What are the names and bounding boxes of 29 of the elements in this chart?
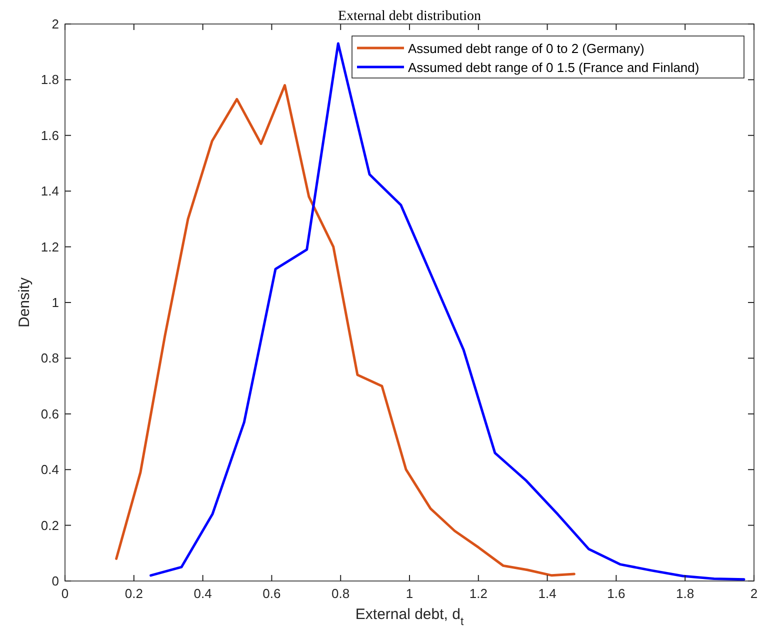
y-axis-title: Density <box>16 277 33 328</box>
x-tick-label: 0 <box>61 586 69 601</box>
y-tick-label: 0 <box>52 574 59 588</box>
y-tick-label: 2 <box>52 16 59 32</box>
x-tick-label: 0.8 <box>332 586 350 601</box>
x-tick-label: 0.6 <box>262 586 281 601</box>
x-tick-label: 1.4 <box>538 586 556 601</box>
x-tick-label: 0.4 <box>194 586 212 601</box>
line-series <box>150 42 746 581</box>
y-tick-label: 0.8 <box>40 350 59 366</box>
chart-title: External debt distribution <box>338 9 482 24</box>
y-tick-label: 0.2 <box>40 518 59 533</box>
x-tick-label: 0.2 <box>124 586 143 601</box>
line-series <box>115 84 576 577</box>
y-tick-label: 1 <box>52 295 59 310</box>
x-tick-label: 1.2 <box>469 586 488 601</box>
y-tick-label: 1.2 <box>40 239 59 254</box>
x-tick-label: 1 <box>406 586 414 601</box>
y-tick-label: 0.4 <box>40 462 59 478</box>
x-tick-label: 1.6 <box>607 586 626 601</box>
x-axis-title: External debt, d$_{t}$ <box>355 606 464 628</box>
y-tick-label: 0.6 <box>40 406 59 422</box>
legend-label: Assumed debt range of 0 to 2 (Germany) <box>408 41 644 56</box>
legend-label: Assumed debt range of 0 1.5 (France and Finland) <box>408 60 700 75</box>
y-tick-label: 1.6 <box>40 128 59 143</box>
x-tick-label: 1.8 <box>676 586 694 601</box>
y-tick-label: 1.4 <box>40 184 59 199</box>
x-tick-label: 2 <box>750 586 758 601</box>
y-tick-label: 1.8 <box>40 72 59 88</box>
